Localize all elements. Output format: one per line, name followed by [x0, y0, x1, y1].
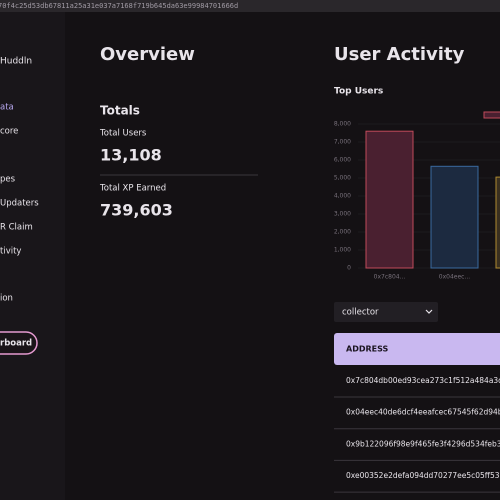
y-tick-label: 4,000 — [334, 193, 351, 200]
table-header — [334, 333, 500, 365]
url: 70f4c25d53db67811a25a31e037a7168f719b645… — [0, 2, 238, 10]
overview-title: Overview — [100, 44, 195, 65]
menu-item[interactable]: core — [0, 127, 18, 137]
x-tick-label: 0x7c804... — [374, 274, 406, 281]
button-label[interactable]: rboard — [0, 339, 32, 349]
y-tick-label: 2,000 — [334, 229, 351, 236]
dropdown-label[interactable]: collector — [342, 308, 379, 318]
column-header: ADDRESS — [346, 345, 389, 354]
leaderboard-button[interactable] — [0, 331, 38, 355]
y-tick-label: 8,000 — [334, 121, 351, 128]
table-body: 0x7c804db00ed93cea273c1f512a484a3d7416 0x… — [334, 376, 500, 493]
sidebar-menu: ata core pes Updaters R Claim tivity ion — [0, 103, 39, 304]
y-tick-label: 1,000 — [334, 247, 351, 254]
menu-item[interactable]: Updaters — [0, 199, 39, 209]
sidebar — [0, 12, 65, 500]
chevron — [425, 309, 433, 314]
stat-label: Total Users — [99, 129, 147, 139]
bar — [365, 130, 414, 269]
y-tick-label: 3,000 — [334, 211, 351, 218]
address: 0x9b122096f98e9f465fe3f4296d534feb3eff53 — [346, 439, 500, 448]
dropdown[interactable] — [334, 302, 438, 322]
y-tick-label: 5,000 — [334, 175, 351, 182]
address: 0xe00352e2defa094dd70277ee5c05ff536014 — [346, 471, 500, 480]
menu-item[interactable]: R Claim — [0, 223, 33, 233]
legend-swatch — [483, 111, 500, 119]
bar — [495, 176, 500, 269]
stat-value: 739,603 — [100, 201, 173, 220]
y-tick-label: 7,000 — [334, 139, 351, 146]
menu-item[interactable]: tivity — [0, 247, 21, 257]
bar — [430, 165, 479, 269]
y-tick-label: 6,000 — [334, 157, 351, 164]
x-tick-label: 0x04eec... — [439, 274, 470, 281]
menu-item[interactable]: ion — [0, 294, 13, 304]
chart-title: Top Users — [334, 87, 383, 97]
menu-item[interactable]: pes — [0, 175, 16, 185]
brand: Huddln — [0, 57, 32, 67]
menu-item[interactable]: ata — [0, 103, 14, 113]
y-tick-label: 0 — [347, 265, 351, 272]
stat-value: 13,108 — [100, 146, 162, 165]
chart: 0 1,000 2,000 3,000 4,000 5,000 6,000 7,000 8,00… — [334, 121, 500, 281]
url-bar — [0, 0, 500, 12]
address: 0x04eec40de6dcf4eeafcec67545f62d94b6e — [346, 408, 500, 417]
stat-label: Total XP Earned — [99, 184, 166, 194]
address: 0x7c804db00ed93cea273c1f512a484a3d7416 — [346, 376, 500, 385]
section-title: Totals — [100, 104, 140, 118]
activity-title: User Activity — [334, 44, 465, 65]
